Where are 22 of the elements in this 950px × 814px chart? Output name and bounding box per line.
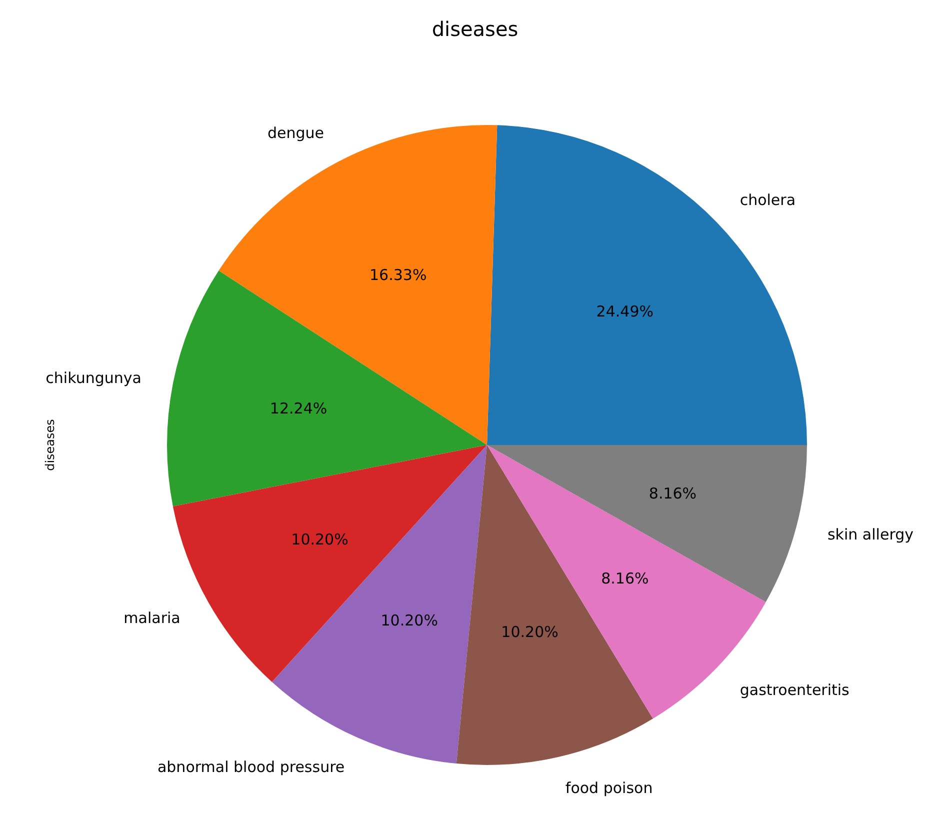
slice-label: food poison — [565, 779, 653, 798]
data-label: 10.20% — [501, 623, 558, 642]
data-label: 12.24% — [270, 399, 328, 418]
slice-label: dengue — [268, 124, 324, 142]
data-label: 10.20% — [380, 612, 438, 630]
text: diseases — [43, 419, 57, 471]
slice-label: malaria — [124, 608, 180, 627]
data-label: 24.49% — [596, 302, 654, 320]
pie-slice — [168, 270, 487, 506]
slice-label: abnormal blood pressure — [157, 758, 345, 776]
data-label: 8.16% — [601, 570, 649, 588]
slice-label: chikungunya — [46, 368, 142, 387]
slice-label: skin allergy — [827, 525, 914, 544]
slice-label: gastroenteritis — [740, 680, 850, 699]
data-label: 8.16% — [648, 484, 697, 503]
chart-title: diseases — [432, 17, 518, 41]
pie-slice — [487, 445, 807, 602]
pie-slice — [487, 125, 807, 445]
data-label: 16.33% — [370, 266, 427, 284]
slice-label: cholera — [740, 191, 796, 210]
pie-slice — [218, 125, 498, 445]
data-label: 10.20% — [291, 530, 348, 548]
